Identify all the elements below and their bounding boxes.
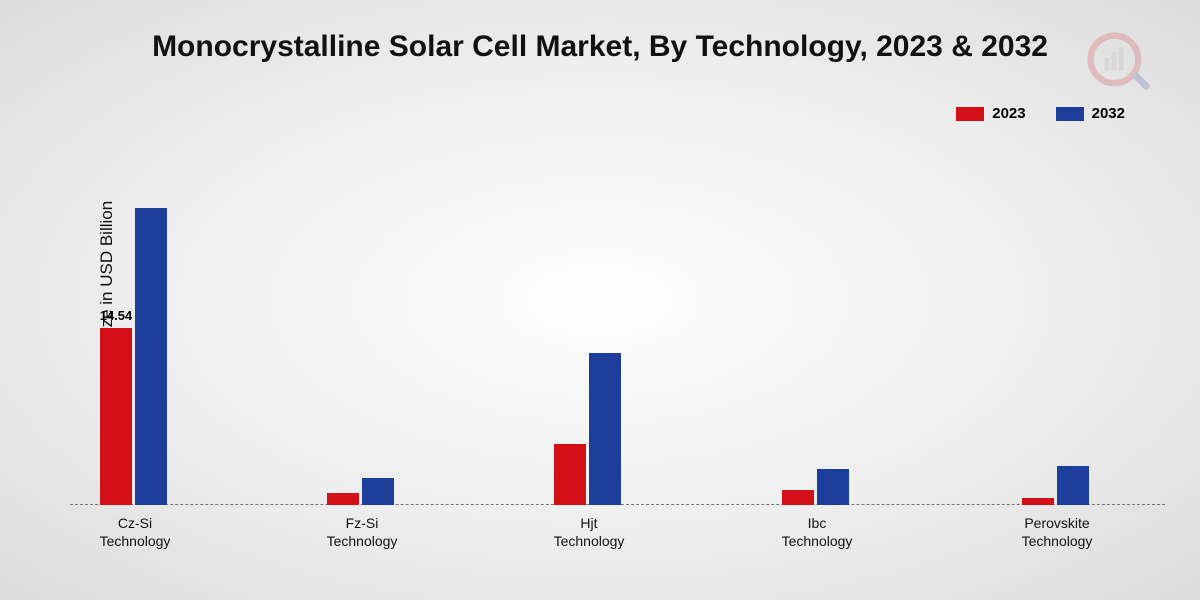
category-label: Fz-SiTechnology xyxy=(327,515,398,550)
bar xyxy=(327,493,359,505)
logo-bar-2 xyxy=(1112,52,1117,70)
category-label: HjtTechnology xyxy=(554,515,625,550)
category-label: Cz-SiTechnology xyxy=(100,515,171,550)
logo-icon xyxy=(1085,30,1155,100)
bar xyxy=(589,353,621,505)
bar xyxy=(1022,498,1054,505)
bar-group xyxy=(782,469,849,505)
legend-swatch-2032 xyxy=(1056,107,1084,121)
chart-title: Monocrystalline Solar Cell Market, By Te… xyxy=(0,30,1200,64)
bar xyxy=(1057,466,1089,505)
bar xyxy=(817,469,849,505)
legend-swatch-2023 xyxy=(956,107,984,121)
legend-label-2032: 2032 xyxy=(1092,105,1125,122)
logo-handle xyxy=(1131,71,1151,91)
category-label: IbcTechnology xyxy=(782,515,853,550)
legend-item-2023: 2023 xyxy=(956,105,1025,122)
legend-item-2032: 2032 xyxy=(1056,105,1125,122)
bar-value-label: 14.54 xyxy=(100,308,133,323)
legend-label-2023: 2023 xyxy=(992,105,1025,122)
chart-container: Monocrystalline Solar Cell Market, By Te… xyxy=(0,0,1200,600)
bar: 14.54 xyxy=(100,328,132,505)
bar xyxy=(135,208,167,506)
logo-bar-1 xyxy=(1105,58,1110,71)
logo-bar-3 xyxy=(1119,47,1124,71)
bar-group xyxy=(554,353,621,505)
category-label: PerovskiteTechnology xyxy=(1022,515,1093,550)
legend: 2023 2032 xyxy=(956,105,1125,122)
bar xyxy=(782,490,814,505)
bar-group: 14.54 xyxy=(100,208,167,506)
bar-group xyxy=(327,478,394,505)
plot-area: 14.54Cz-SiTechnologyFz-SiTechnologyHjtTe… xyxy=(70,165,1165,505)
bar xyxy=(554,444,586,505)
bar-group xyxy=(1022,466,1089,505)
bar xyxy=(362,478,394,505)
